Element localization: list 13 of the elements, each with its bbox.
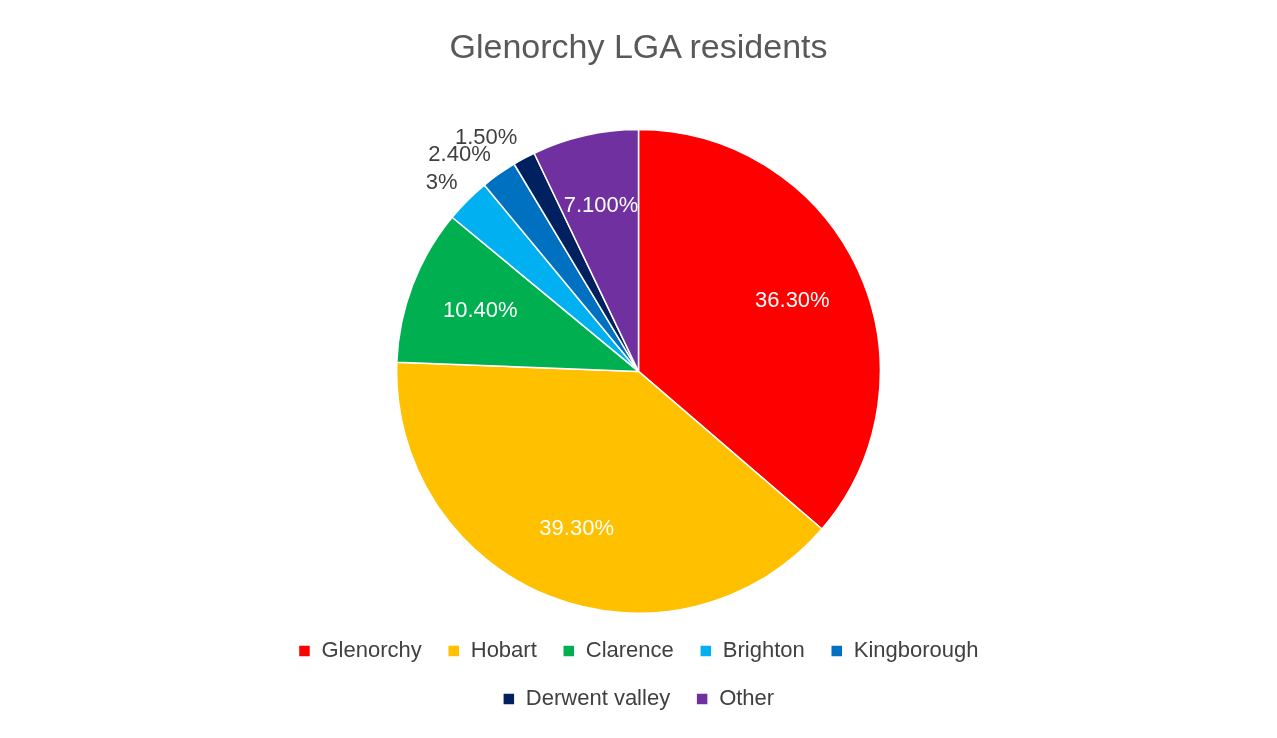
legend-label: Derwent valley — [525, 685, 671, 711]
legend-label: Clarence — [585, 637, 674, 663]
data-label: 10.40% — [443, 297, 518, 323]
legend-label: Glenorchy — [321, 637, 422, 663]
data-label: 36.30% — [755, 286, 830, 312]
data-label: 3% — [425, 168, 458, 194]
data-label: 39.30% — [539, 515, 614, 541]
chart-title: Glenorchy LGA residents — [449, 26, 828, 65]
legend-label: Hobart — [470, 637, 537, 663]
legend-label: Brighton — [722, 637, 805, 663]
data-label: 7.100% — [563, 192, 639, 218]
legend-label: Kingborough — [853, 637, 979, 663]
legend-label: Other — [719, 685, 775, 711]
